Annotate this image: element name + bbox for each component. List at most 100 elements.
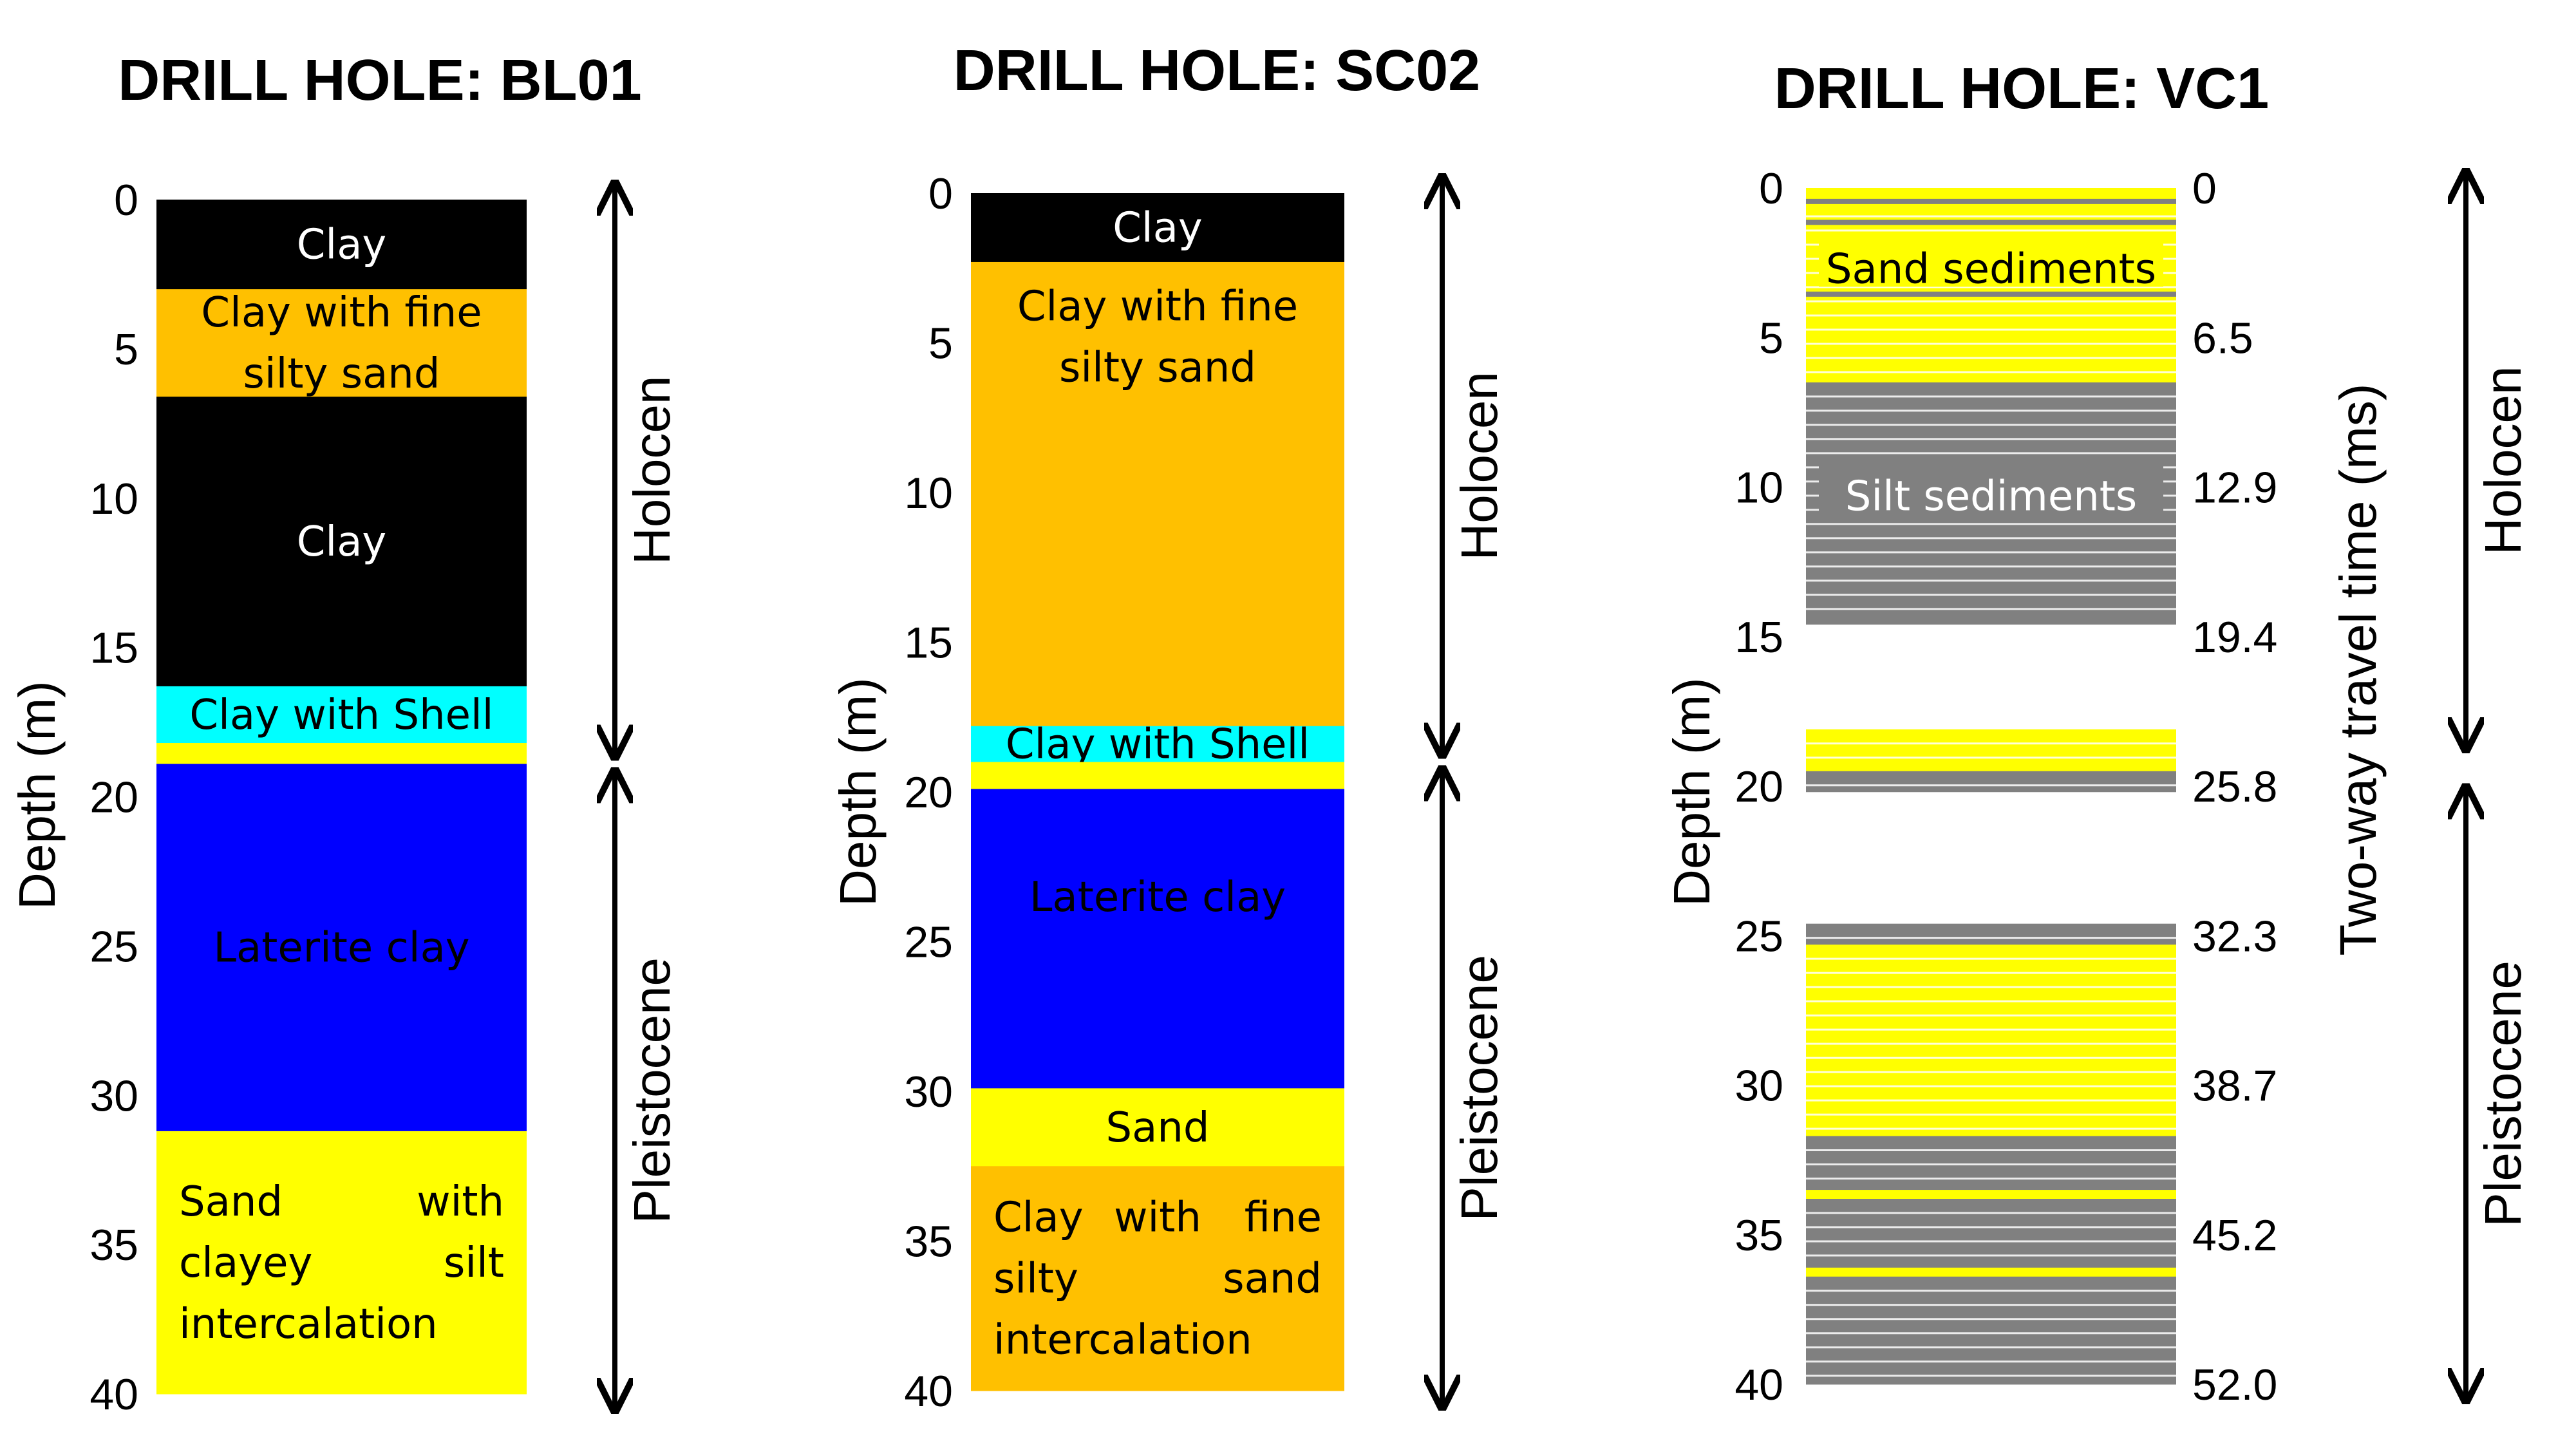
layer-label: Clay bbox=[297, 518, 387, 566]
ticks-bl01: 0 5 10 15 20 25 30 35 40 bbox=[89, 176, 138, 1419]
layer-label: intercalation bbox=[993, 1317, 1252, 1364]
layer-label: Sand bbox=[1105, 1104, 1209, 1152]
layer-block bbox=[971, 261, 1344, 727]
depth-tick-label: 15 bbox=[1735, 613, 1783, 662]
twt-tick-label: 6.5 bbox=[2192, 314, 2253, 362]
layer-label: Clay with fine bbox=[1017, 283, 1298, 331]
depth-tick-label: 35 bbox=[89, 1221, 138, 1270]
twt-tick-label: 25.8 bbox=[2192, 762, 2277, 811]
panel-sc02: DRILL HOLE: SC02 Depth (m) Clay Clay with… bbox=[829, 39, 1508, 1416]
depth-tick-label: 0 bbox=[114, 176, 138, 225]
layer-block bbox=[971, 762, 1344, 789]
depth-tick-label: 15 bbox=[904, 619, 953, 668]
ylabel-sc02: Depth (m) bbox=[829, 677, 887, 907]
ylabel-bl01: Depth (m) bbox=[8, 681, 66, 910]
layer-label: silty sand bbox=[243, 350, 440, 398]
sediment-zone bbox=[1806, 923, 2176, 945]
layers-vc1: Sand sediments Silt sediments bbox=[1806, 188, 2176, 1385]
epoch-label: Pleistocene bbox=[2474, 961, 2532, 1227]
depth-tick-label: 10 bbox=[1735, 464, 1783, 512]
layer-label: Clay bbox=[993, 1194, 1084, 1242]
sediment-zone bbox=[1806, 792, 2176, 925]
depth-tick-label: 25 bbox=[904, 918, 953, 967]
depth-tick-label: 25 bbox=[1735, 912, 1783, 961]
epochs-sc02: Holocen Pleistocene bbox=[1442, 180, 1508, 1404]
layer-block bbox=[971, 193, 1344, 263]
sediment-zone bbox=[1806, 729, 2176, 772]
layer-label: with bbox=[1114, 1194, 1201, 1242]
layer-label: fine bbox=[1245, 1194, 1322, 1242]
layer-block bbox=[156, 1131, 527, 1395]
epoch-label: Holocen bbox=[2474, 366, 2532, 556]
epoch-label: Pleistocene bbox=[623, 957, 681, 1224]
layer-block bbox=[971, 726, 1344, 762]
layer-block bbox=[156, 200, 527, 290]
layer-label: Laterite clay bbox=[1029, 874, 1286, 921]
layer-block bbox=[156, 397, 527, 687]
depth-tick-label: 20 bbox=[89, 773, 138, 822]
layer-block bbox=[971, 1088, 1344, 1167]
depth-tick-label: 10 bbox=[89, 475, 138, 523]
ticks-vc1: 0 5 10 15 20 25 30 35 40 0 6.5 12.9 19.4 25.8 32.3 38.7… bbox=[1735, 164, 2277, 1409]
ticks-sc02: 0 5 10 15 20 25 30 35 40 bbox=[904, 169, 953, 1416]
depth-tick-label: 15 bbox=[89, 624, 138, 673]
panel-vc1: DRILL HOLE: VC1 Depth (m) Two-way travel… bbox=[1663, 57, 2532, 1409]
depth-tick-label: 5 bbox=[114, 325, 138, 374]
layer-block bbox=[156, 743, 527, 764]
epoch-label: Holocen bbox=[1451, 371, 1508, 561]
layer-label: Clay with fine bbox=[201, 289, 482, 337]
title-sc02: DRILL HOLE: SC02 bbox=[954, 39, 1480, 103]
sediment-zone bbox=[1806, 1190, 2176, 1199]
layer-label: with bbox=[417, 1178, 504, 1226]
layer-block bbox=[971, 1166, 1344, 1391]
layer-block bbox=[156, 686, 527, 744]
depth-tick-label: 20 bbox=[1735, 762, 1783, 811]
sediment-zone bbox=[1806, 1267, 2176, 1277]
layer-label: Laterite clay bbox=[213, 925, 469, 972]
sediment-zone bbox=[1806, 945, 2176, 1136]
epoch-label: Holocen bbox=[623, 375, 681, 565]
twt-tick-label: 32.3 bbox=[2192, 912, 2277, 961]
title-vc1: DRILL HOLE: VC1 bbox=[1774, 57, 2269, 121]
layers-bl01: Clay Clay with fine silty sand Clay Clay wit… bbox=[156, 200, 527, 1395]
layer-label: clayey bbox=[179, 1239, 312, 1287]
panel-bl01: DRILL HOLE: BL01 Depth (m) Clay Clay with… bbox=[8, 48, 681, 1419]
depth-tick-label: 40 bbox=[89, 1370, 138, 1419]
layer-label: silty bbox=[993, 1255, 1078, 1303]
epochs-bl01: Holocen Pleistocene bbox=[615, 187, 681, 1407]
epochs-vc1: Holocen Pleistocene bbox=[2466, 175, 2532, 1397]
layer-label: silt bbox=[444, 1239, 504, 1287]
layer-label: Clay with Shell bbox=[1006, 721, 1310, 769]
depth-tick-label: 40 bbox=[904, 1367, 953, 1416]
layer-block bbox=[156, 764, 527, 1132]
layer-label: sand bbox=[1223, 1255, 1322, 1303]
layer-label: intercalation bbox=[179, 1301, 438, 1348]
epoch-label: Pleistocene bbox=[1451, 955, 1508, 1221]
sediment-label: Sand sediments bbox=[1826, 245, 2156, 293]
depth-tick-label: 10 bbox=[904, 469, 953, 518]
y2label-vc1: Two-way travel time (ms) bbox=[2329, 384, 2387, 956]
label-backdrop bbox=[1819, 465, 2163, 514]
twt-tick-label: 45.2 bbox=[2192, 1211, 2277, 1260]
depth-tick-label: 40 bbox=[1735, 1360, 1783, 1409]
sediment-zone bbox=[1806, 1136, 2176, 1190]
sediment-zone bbox=[1806, 771, 2176, 793]
depth-tick-label: 30 bbox=[1735, 1062, 1783, 1111]
layer-label: Clay bbox=[297, 221, 387, 269]
layer-block bbox=[971, 789, 1344, 1089]
sediment-zone bbox=[1806, 1276, 2176, 1385]
layer-label: Clay with Shell bbox=[189, 691, 493, 739]
depth-tick-label: 30 bbox=[904, 1067, 953, 1116]
ylabel-vc1: Depth (m) bbox=[1663, 677, 1720, 907]
depth-tick-label: 20 bbox=[904, 768, 953, 817]
depth-tick-label: 30 bbox=[89, 1071, 138, 1120]
depth-tick-label: 25 bbox=[89, 922, 138, 971]
layers-sc02: Clay Clay with fine silty sand Clay with Sh… bbox=[971, 193, 1344, 1391]
sediment-label: Silt sediments bbox=[1845, 473, 2137, 520]
layer-label: Clay bbox=[1113, 204, 1203, 252]
layer-block bbox=[156, 289, 527, 397]
depth-tick-label: 5 bbox=[928, 319, 953, 368]
sediment-zone bbox=[1806, 1199, 2176, 1268]
label-backdrop bbox=[1819, 238, 2163, 287]
depth-tick-label: 0 bbox=[1759, 164, 1783, 213]
